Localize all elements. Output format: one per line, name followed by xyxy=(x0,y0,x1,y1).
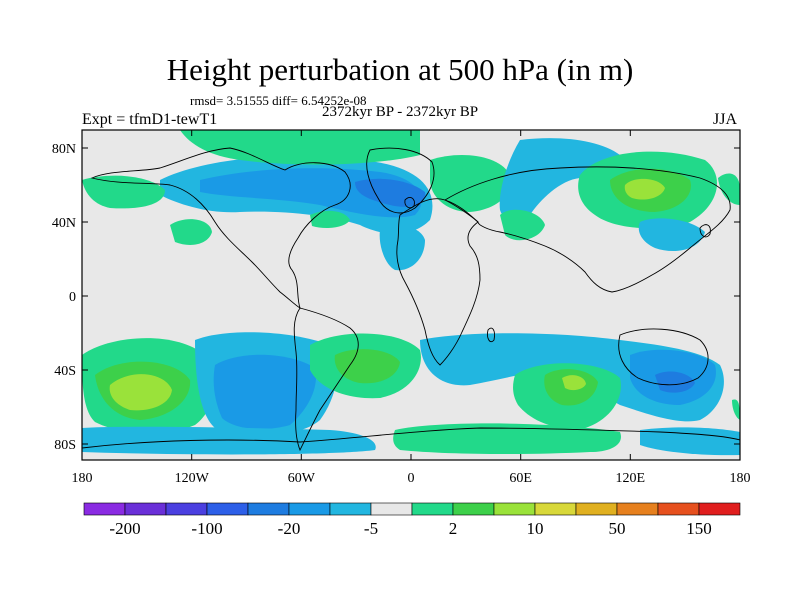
field-east-edge-green xyxy=(732,399,740,420)
map-field xyxy=(82,130,740,460)
field-sea-green xyxy=(500,209,545,241)
colorbar-swatch xyxy=(329,502,372,516)
lon-tick-label: 120E xyxy=(616,471,646,486)
colorbar-label: -5 xyxy=(364,519,378,538)
experiment-label: Expt = tfmD1-tewT1 xyxy=(82,111,218,128)
colorbar-label: 10 xyxy=(527,519,544,538)
field-alaska-green xyxy=(82,175,165,209)
field-indian-ocean-yellow xyxy=(562,375,586,391)
colorbar-swatch xyxy=(83,502,126,516)
colorbar xyxy=(83,502,741,516)
field-north-atlantic-blue xyxy=(355,178,426,207)
coast-uk xyxy=(404,197,415,209)
field-south-pacific-yellow xyxy=(109,374,172,411)
colorbar-label: 2 xyxy=(449,519,458,538)
coast-madagascar xyxy=(487,327,495,343)
field-greenland-green xyxy=(430,155,511,212)
colorbar-labels: -200 -100 -20 -5 2 10 50 150 xyxy=(109,519,711,538)
colorbar-swatch xyxy=(616,502,659,516)
colorbar-label: 50 xyxy=(609,519,626,538)
colorbar-swatch xyxy=(534,502,577,516)
colorbar-label: -200 xyxy=(109,519,140,538)
field-canada-green xyxy=(310,210,350,228)
field-antarctic-east-blue xyxy=(640,427,740,456)
coast-australia xyxy=(618,328,709,386)
field-arctic-green xyxy=(180,130,420,165)
lon-tick-label: 60E xyxy=(509,471,532,486)
lon-tick-label: 60W xyxy=(288,471,316,486)
coast-south-america xyxy=(293,307,359,452)
field-south-atlantic-lime xyxy=(334,349,400,384)
field-australia-darkblue xyxy=(655,371,695,393)
colorbar-swatch xyxy=(575,502,618,516)
coast-greenland xyxy=(366,147,435,214)
lat-tick-label: 40S xyxy=(54,364,76,379)
field-south-america-blue xyxy=(213,354,316,430)
field-america-green xyxy=(170,219,212,245)
colorbar-swatch xyxy=(657,502,700,516)
colorbar-swatch xyxy=(370,502,413,516)
colorbar-swatch xyxy=(493,502,536,516)
colorbar-label: -100 xyxy=(191,519,222,538)
colorbar-swatch xyxy=(411,502,454,516)
map-title: Height perturbation at 500 hPa (in m) xyxy=(166,52,634,87)
stats-label: rmsd= 3.51555 diff= 6.54252e-08 xyxy=(190,93,367,108)
lat-tick-label: 80S xyxy=(54,438,76,453)
lon-tick-label: 180 xyxy=(72,471,93,486)
season-label: JJA xyxy=(713,111,738,128)
colorbar-swatch xyxy=(124,502,167,516)
colorbar-swatch xyxy=(288,502,331,516)
coast-antarctica xyxy=(82,427,740,449)
colorbar-label: 150 xyxy=(686,519,712,538)
coast-japan xyxy=(699,224,711,238)
field-antarctic-green xyxy=(393,423,621,455)
lon-tick-label: 0 xyxy=(408,471,415,486)
field-china-blue xyxy=(638,218,705,252)
field-atlantic-blue xyxy=(379,225,425,271)
colorbar-swatch xyxy=(452,502,495,516)
longitude-ticks: 180 120W 60W 0 60E 120E 180 xyxy=(72,130,751,486)
field-asia-yellow xyxy=(624,178,665,200)
colorbar-swatch xyxy=(698,502,741,516)
coast-north-america xyxy=(90,147,351,310)
lat-tick-label: 80N xyxy=(52,142,76,157)
colorbar-swatch xyxy=(247,502,290,516)
period-label: 2372kyr BP - 2372kyr BP xyxy=(322,104,479,120)
lat-tick-label: 40N xyxy=(52,216,76,231)
colorbar-swatch xyxy=(206,502,249,516)
colorbar-label: -20 xyxy=(278,519,301,538)
coastlines xyxy=(82,147,740,452)
field-antarctic-blue xyxy=(82,426,376,455)
field-ne-asia-green xyxy=(718,173,740,205)
lon-tick-label: 180 xyxy=(730,471,751,486)
lat-tick-label: 0 xyxy=(69,290,76,305)
lon-tick-label: 120W xyxy=(175,471,210,486)
field-east-siberia-blue xyxy=(499,138,621,222)
latitude-ticks: 80N 40N 0 40S 80S xyxy=(52,142,740,453)
colorbar-swatch xyxy=(165,502,208,516)
coast-asia xyxy=(444,166,731,293)
